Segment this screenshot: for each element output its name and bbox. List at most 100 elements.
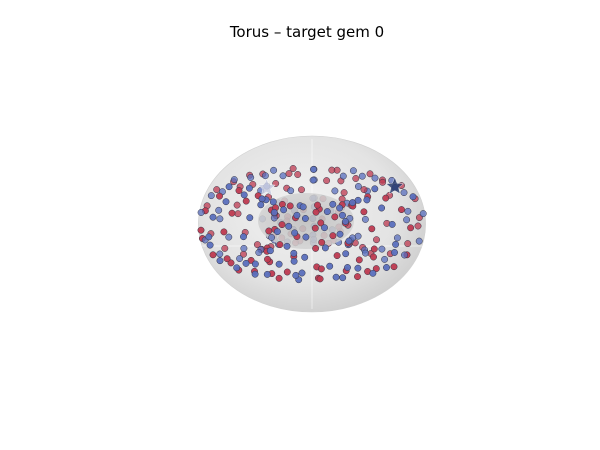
- scatter-point: [290, 257, 298, 265]
- scatter-point: [309, 176, 317, 184]
- scatter-point: [370, 253, 377, 261]
- scatter-point: [409, 193, 417, 201]
- scatter-point: [247, 174, 255, 181]
- scatter-point: [292, 271, 300, 279]
- scatter-point: [289, 165, 297, 172]
- scatter-point: [223, 255, 231, 263]
- scatter-point: [404, 207, 412, 215]
- scatter-point: [314, 201, 321, 209]
- scatter-point: [293, 211, 301, 219]
- scatter-point: [233, 264, 241, 272]
- scatter-point: [283, 268, 291, 276]
- scatter-point: [333, 252, 341, 260]
- scatter-point: [318, 238, 326, 246]
- scatter-point: [323, 208, 331, 216]
- scatter-point: [216, 192, 223, 200]
- scatter-point: [323, 177, 331, 185]
- scatter-point: [403, 216, 411, 224]
- scatter-point: [209, 213, 217, 221]
- plot-area: [197, 135, 427, 313]
- scatter-point: [332, 273, 340, 281]
- scatter-point: [268, 234, 276, 241]
- scatter-point: [361, 215, 369, 223]
- scatter-point: [242, 197, 250, 205]
- scatter-point: [326, 262, 334, 270]
- scatter-point: [379, 178, 387, 186]
- scatter-point: [225, 183, 233, 191]
- scatter-point: [273, 228, 281, 236]
- scatter-point: [207, 192, 215, 200]
- scatter-point: [225, 233, 233, 241]
- scatter-point: [415, 237, 423, 245]
- scatter-point: [227, 259, 235, 267]
- scatter-point: [287, 187, 295, 195]
- scatter-point: [257, 201, 265, 209]
- scatter-point: [301, 253, 309, 261]
- scatter-point: [354, 183, 362, 190]
- scatter-point: [246, 214, 254, 222]
- scatter-point: [265, 227, 273, 235]
- scatter-point: [349, 167, 357, 175]
- scatter-point: [286, 202, 294, 210]
- scatter-point: [280, 206, 288, 214]
- scatter-point: [407, 224, 415, 232]
- scatter-point: [294, 171, 302, 178]
- scatter-point: [355, 256, 363, 264]
- star-marker: [257, 178, 276, 196]
- scatter-point: [275, 260, 283, 268]
- chart-title: Torus – target gem 0: [229, 23, 384, 41]
- scatter-point: [354, 273, 361, 281]
- scatter-point: [285, 170, 293, 178]
- scatter-point: [215, 206, 223, 214]
- scatter-point: [261, 172, 269, 180]
- scatter-point: [216, 257, 224, 265]
- scatter-point: [213, 186, 221, 194]
- scatter-point: [240, 233, 247, 241]
- scatter-point: [400, 189, 408, 197]
- scatter-point: [345, 237, 353, 245]
- scatter-point: [276, 241, 284, 249]
- scatter-point: [283, 242, 291, 250]
- scatter-point: [253, 241, 261, 249]
- scatter-point: [378, 245, 386, 253]
- star-marker: [385, 176, 404, 195]
- scatter-point: [317, 265, 325, 273]
- scatter-point: [298, 269, 306, 277]
- scatter-point: [382, 194, 390, 202]
- scatter-points-front: [197, 178, 427, 284]
- scatter-point: [370, 245, 378, 253]
- scatter-point: [228, 209, 236, 217]
- scatter-point: [234, 210, 242, 218]
- scatter-point: [372, 265, 380, 273]
- scatter-point: [235, 187, 243, 195]
- scatter-point: [278, 221, 286, 229]
- scatter-point: [390, 263, 398, 271]
- scatter-point: [349, 199, 356, 207]
- scatter-point: [340, 189, 348, 197]
- scatter-point: [216, 250, 224, 258]
- scatter-point: [270, 209, 278, 216]
- scatter-point: [352, 175, 360, 182]
- scatter-point: [233, 201, 241, 209]
- scatter-point: [336, 230, 344, 238]
- scatter-point: [358, 172, 366, 180]
- scatter-point: [371, 174, 379, 182]
- scatter-point: [321, 224, 328, 232]
- scatter-point: [279, 172, 287, 180]
- scatter-point: [339, 211, 346, 219]
- scatter-point: [328, 166, 336, 174]
- scatter-point: [360, 208, 368, 216]
- scatter-point: [373, 236, 380, 244]
- scatter-point: [311, 224, 319, 232]
- scatter-point: [301, 215, 309, 222]
- scatter-point: [230, 176, 238, 184]
- scatter-point: [414, 222, 422, 230]
- scatter-point: [398, 206, 405, 214]
- scatter-point: [197, 226, 205, 234]
- scatter-point: [269, 198, 277, 206]
- scatter-point: [339, 172, 347, 180]
- scatter-point: [317, 219, 325, 227]
- scatter-point: [220, 228, 228, 236]
- scatter-point: [316, 275, 324, 283]
